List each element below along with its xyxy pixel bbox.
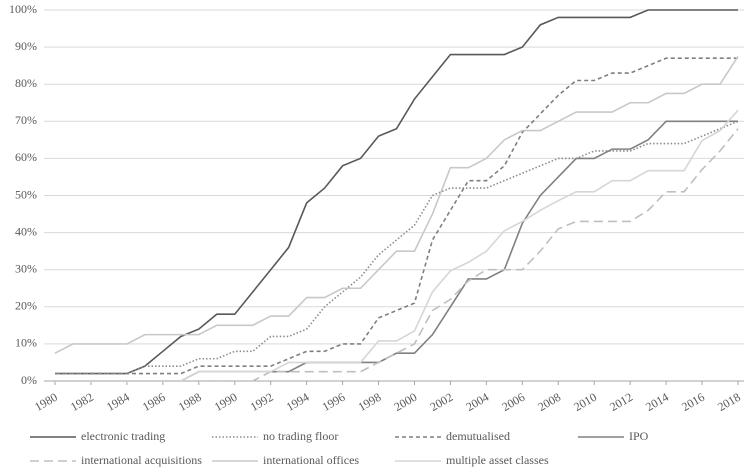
x-tick-label: 2018 xyxy=(715,390,743,414)
x-tick-label: 2004 xyxy=(463,390,491,414)
series-line xyxy=(55,9,738,375)
legend-label: demutualised xyxy=(446,429,510,443)
y-tick-label: 90% xyxy=(15,39,37,53)
x-tick-label: 1984 xyxy=(104,390,132,414)
x-tick-label: 2000 xyxy=(392,390,420,414)
legend-label: international acquisitions xyxy=(81,453,202,467)
legend-label: IPO xyxy=(629,429,649,443)
x-tick-label: 1986 xyxy=(140,390,168,414)
legend-label: no trading floor xyxy=(263,429,338,443)
series-line xyxy=(55,109,739,382)
x-tick-label: 1990 xyxy=(212,390,240,414)
x-tick-label: 1982 xyxy=(68,390,96,414)
x-tick-label: 2010 xyxy=(571,390,599,414)
legend-label: electronic trading xyxy=(81,429,165,443)
y-tick-label: 50% xyxy=(15,187,37,201)
y-tick-label: 40% xyxy=(15,224,37,238)
x-tick-label: 2016 xyxy=(679,390,707,414)
y-tick-label: 80% xyxy=(15,76,37,90)
x-tick-label: 2002 xyxy=(428,390,456,414)
y-tick-label: 20% xyxy=(15,299,37,313)
series-line xyxy=(54,55,739,354)
legend-label: multiple asset classes xyxy=(446,453,549,467)
x-tick-label: 2014 xyxy=(643,390,671,414)
x-tick-label: 1998 xyxy=(356,390,384,414)
y-tick-label: 70% xyxy=(15,113,37,127)
x-tick-label: 2006 xyxy=(499,390,527,414)
legend-label: international offices xyxy=(263,453,359,467)
x-tick-label: 1994 xyxy=(284,390,312,414)
x-tick-label: 1980 xyxy=(32,390,60,414)
y-tick-label: 30% xyxy=(15,261,37,275)
x-tick-label: 2008 xyxy=(535,390,563,414)
y-tick-label: 0% xyxy=(21,373,37,387)
y-tick-label: 100% xyxy=(9,2,37,16)
series-line xyxy=(55,120,739,375)
x-tick-label: 1988 xyxy=(176,390,204,414)
x-tick-label: 2012 xyxy=(607,390,635,414)
y-tick-label: 60% xyxy=(15,150,37,164)
x-tick-label: 1996 xyxy=(320,390,348,414)
series-line xyxy=(55,57,738,375)
x-tick-label: 1992 xyxy=(248,390,276,414)
series-line xyxy=(55,128,739,382)
y-tick-label: 10% xyxy=(15,336,37,350)
